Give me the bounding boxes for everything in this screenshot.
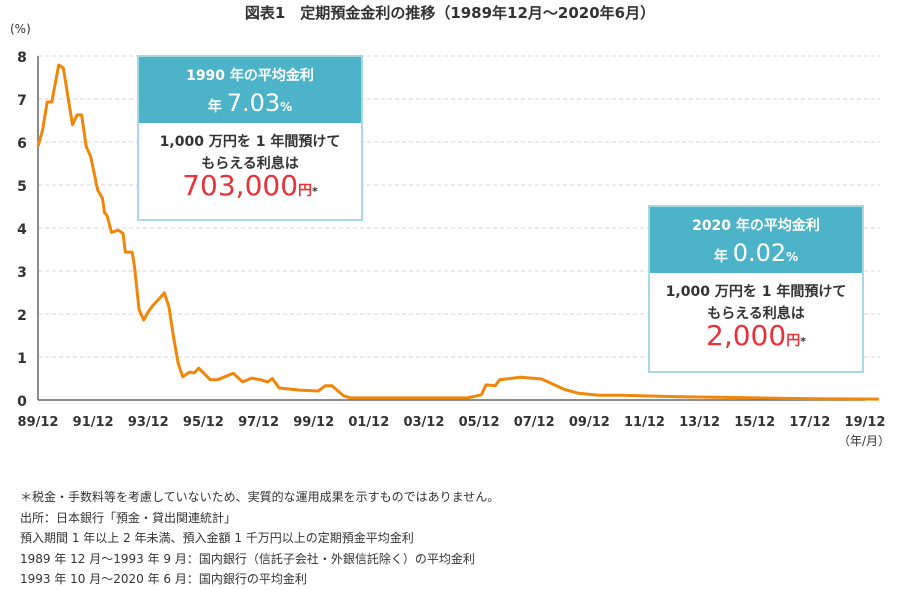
- x-tick-label: 11/12: [624, 415, 665, 430]
- footnote: 1993 年 10 月～2020 年 6 月：国内銀行の平均金利: [20, 572, 307, 586]
- x-tick-label: 89/12: [18, 415, 59, 430]
- callout-text: もらえる利息は: [201, 156, 299, 172]
- x-tick-label: 99/12: [293, 415, 334, 430]
- callout-heading: 1990 年の平均金利: [186, 68, 314, 84]
- x-tick-label: 03/12: [403, 415, 444, 430]
- rate-unit: %: [280, 100, 293, 114]
- footnote: 1989 年 12 月～1993 年 9 月：国内銀行（信託子会社・外銀信託除く…: [20, 551, 475, 566]
- y-tick-label: 4: [17, 222, 27, 238]
- footnotes: ＊税金・手数料等を考慮していないため、実質的な運用成果を示すものではありません。…: [20, 487, 499, 590]
- y-axis-unit: (%): [10, 22, 31, 36]
- rate-prefix: 年: [207, 99, 222, 115]
- y-tick-label: 0: [17, 394, 27, 410]
- y-tick-label: 8: [17, 50, 27, 66]
- y-tick-label: 1: [17, 351, 27, 367]
- y-tick-label: 7: [17, 93, 27, 109]
- x-tick-label: 19/12: [845, 415, 886, 430]
- x-tick-label: 97/12: [238, 415, 279, 430]
- x-tick-label: 09/12: [569, 415, 610, 430]
- x-tick-label: 15/12: [734, 415, 775, 430]
- x-tick-label: 01/12: [348, 415, 389, 430]
- rate-line: [36, 63, 879, 401]
- callout-header: 1990 年の平均金利 年 7.03%: [139, 57, 361, 123]
- rate-unit: %: [786, 250, 799, 264]
- callout-text: 1,000 万円を 1 年間預けて: [159, 134, 341, 150]
- x-tick-label: 07/12: [514, 415, 555, 430]
- y-tick-label: 2: [17, 308, 27, 324]
- rate-prefix: 年: [713, 249, 728, 265]
- rate-value: 0.02: [732, 239, 787, 267]
- x-tick-label: 17/12: [789, 415, 830, 430]
- callout-heading: 2020 年の平均金利: [692, 218, 820, 234]
- interest-amount: 2,000: [706, 319, 787, 352]
- amount-unit: 円: [786, 333, 801, 349]
- chart-title: 図表1 定期預金金利の推移（1989年12月～2020年6月）: [244, 4, 656, 22]
- rate-value: 7.03: [226, 89, 281, 117]
- footnote: 出所：日本銀行「預金・貸出関連統計」: [20, 510, 237, 525]
- callout-header: 2020 年の平均金利 年 0.02%: [650, 207, 862, 273]
- x-tick-label: 93/12: [128, 415, 169, 430]
- callout-1990: 1990 年の平均金利 年 7.03% 1,000 万円を 1 年間預けて もら…: [137, 55, 363, 221]
- x-tick-label: 95/12: [183, 415, 224, 430]
- y-tick-label: 5: [17, 179, 27, 195]
- amount-unit: 円: [298, 183, 313, 199]
- y-tick-label: 6: [17, 136, 27, 152]
- x-tick-label: 05/12: [459, 415, 500, 430]
- x-tick-label: 91/12: [73, 415, 114, 430]
- footnote: 預入期間 1 年以上 2 年未満、預入金額 1 千万円以上の定期預金平均金利: [20, 531, 414, 545]
- footnote-mark: *: [800, 335, 806, 348]
- x-axis-unit: （年/月）: [838, 434, 891, 448]
- footnote-mark: *: [312, 185, 318, 198]
- callout-2020: 2020 年の平均金利 年 0.02% 1,000 万円を 1 年間預けて もら…: [648, 205, 864, 373]
- callout-text: もらえる利息は: [707, 306, 805, 322]
- footnote: ＊税金・手数料等を考慮していないため、実質的な運用成果を示すものではありません。: [20, 490, 500, 504]
- y-tick-label: 3: [17, 265, 27, 281]
- interest-amount: 703,000: [182, 169, 299, 202]
- callout-text: 1,000 万円を 1 年間預けて: [665, 284, 847, 300]
- x-tick-label: 13/12: [679, 415, 720, 430]
